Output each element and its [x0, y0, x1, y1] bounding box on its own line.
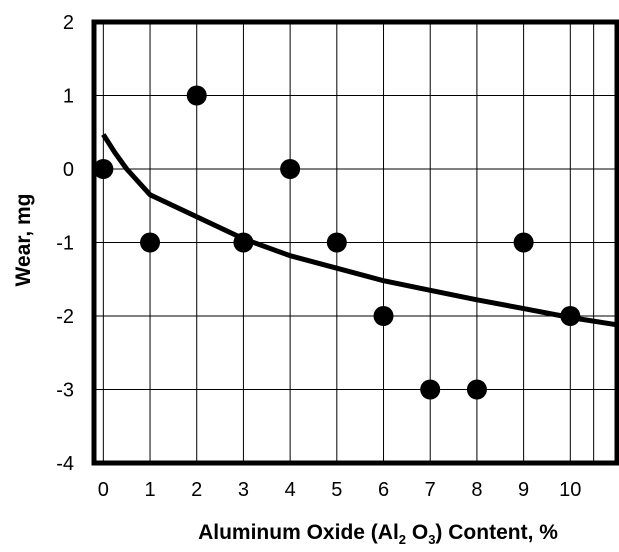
x-axis-title-sub-2: 3 [428, 532, 435, 547]
x-axis-title-part-1: Aluminum Oxide (Al [198, 521, 399, 544]
y-tick-label: 1 [63, 86, 74, 108]
y-tick-label: -2 [56, 306, 74, 328]
y-tick-label: -3 [56, 380, 74, 402]
x-tick-label: 8 [471, 479, 482, 501]
x-tick-label: 7 [425, 479, 436, 501]
data-points [93, 85, 581, 400]
x-axis-title: Aluminum Oxide (Al2 O3) Content, % [198, 521, 558, 547]
y-tick-label: -1 [56, 233, 74, 255]
data-point [233, 232, 254, 253]
data-point [280, 159, 301, 179]
y-tick-label: 0 [63, 159, 74, 181]
trendline [101, 133, 618, 328]
x-tick-label: 4 [285, 479, 296, 501]
x-tick-label: 1 [144, 479, 155, 501]
data-point [373, 306, 394, 326]
x-axis-title-part-2: O [406, 521, 428, 544]
trendline-layer [101, 133, 618, 328]
x-axis-title-part-3: ) Content, % [435, 521, 558, 544]
x-tick-label: 5 [331, 479, 342, 501]
x-tick-label: 9 [518, 479, 529, 501]
data-point [93, 159, 114, 179]
data-point [326, 232, 347, 253]
data-point [560, 306, 581, 326]
x-tick-label: 3 [238, 479, 249, 501]
grid-lines [94, 21, 617, 464]
x-tick-label: 10 [559, 479, 581, 501]
x-tick-label: 2 [191, 479, 202, 501]
y-tick-label: 2 [63, 12, 74, 34]
data-point [420, 379, 441, 400]
plot-frame [91, 19, 619, 466]
x-tick-label: 0 [98, 479, 109, 501]
y-tick-labels: 2 1 0 -1 -2 -3 -4 [56, 12, 74, 475]
y-axis-title: Wear, mg [12, 194, 35, 287]
x-axis-title-sub-1: 2 [399, 532, 406, 547]
x-tick-labels: 0 1 2 3 4 5 6 7 8 9 10 [98, 479, 582, 501]
y-tick-label: -4 [56, 453, 74, 475]
data-point [513, 232, 534, 253]
x-tick-label: 6 [378, 479, 389, 501]
data-point [466, 379, 487, 400]
data-point [140, 232, 161, 253]
data-point [186, 85, 207, 106]
